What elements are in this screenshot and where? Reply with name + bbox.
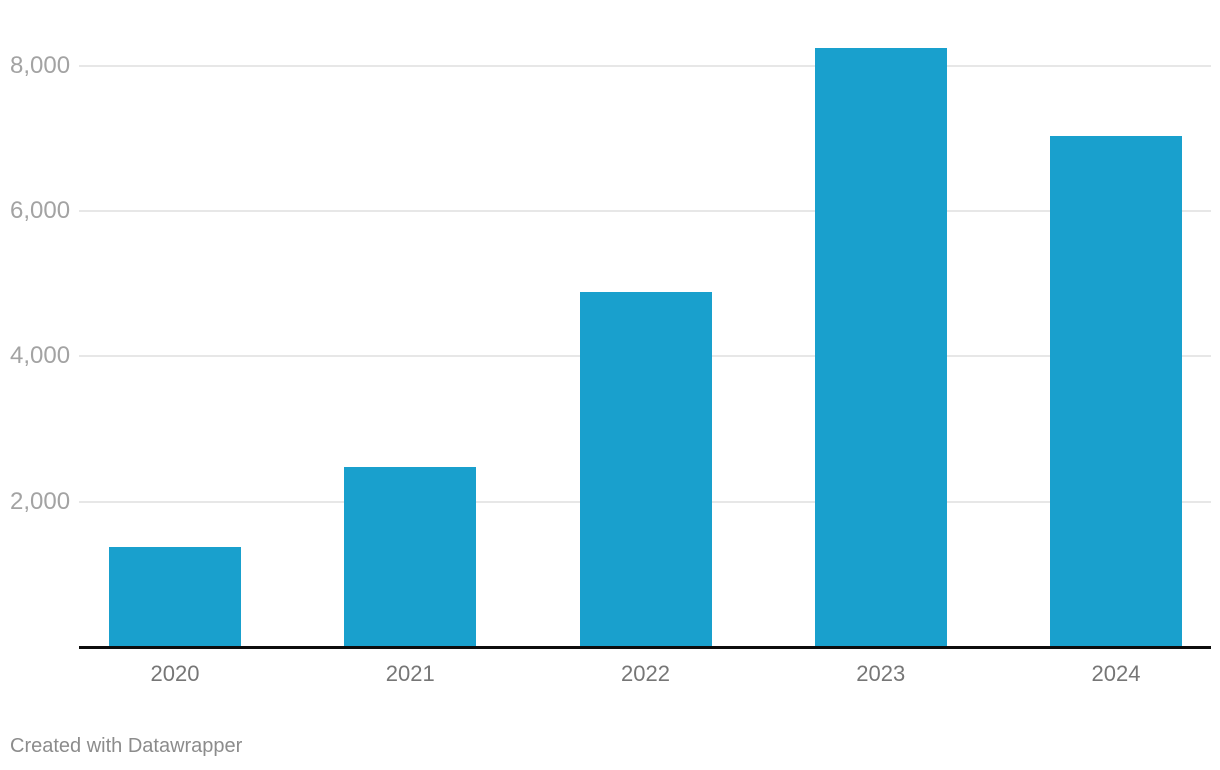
gridline-8,000 [79, 64, 1211, 67]
y-tick-label-8,000: 8,000 [10, 51, 71, 79]
x-tick-label-2021: 2021 [385, 661, 435, 686]
x-tick-label-2024: 2024 [1091, 661, 1141, 686]
datawrapper-attribution-link[interactable]: Created with Datawrapper [10, 735, 243, 757]
gridline-6,000 [79, 210, 1211, 213]
bar-2022[interactable] [579, 292, 712, 647]
bar-2023[interactable] [814, 47, 947, 647]
bar-2020[interactable] [109, 547, 241, 647]
bar-2021[interactable] [344, 466, 477, 647]
x-axis-line [79, 646, 1211, 649]
x-tick-label-2023: 2023 [856, 661, 906, 686]
bar-2024[interactable] [1050, 135, 1182, 647]
y-tick-label-4,000: 4,000 [10, 342, 71, 370]
y-tick-label-6,000: 6,000 [10, 197, 71, 225]
x-tick-label-2020: 2020 [150, 661, 200, 686]
x-tick-label-2022: 2022 [621, 661, 670, 686]
y-tick-label-2,000: 2,000 [10, 487, 71, 515]
